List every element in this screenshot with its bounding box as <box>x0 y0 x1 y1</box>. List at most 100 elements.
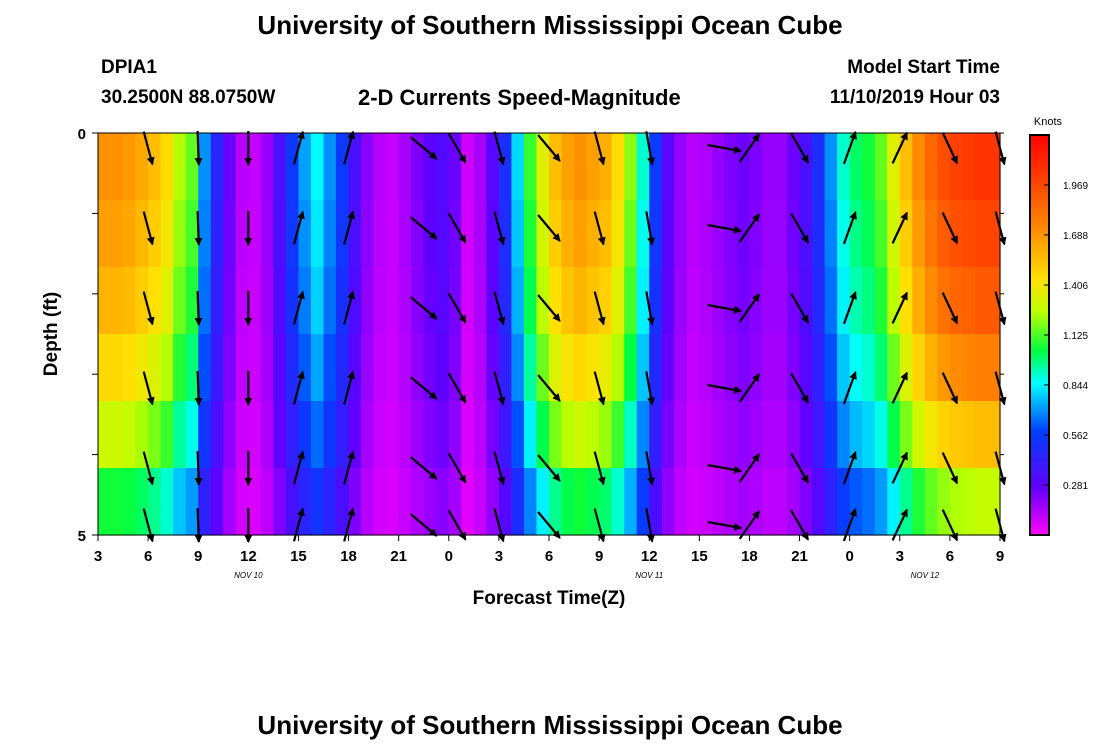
heatmap-cell <box>949 133 964 201</box>
heatmap-cell <box>962 468 976 536</box>
heatmap-cell <box>273 401 287 469</box>
heatmap-cell <box>298 267 312 335</box>
heatmap-cell <box>987 133 1001 201</box>
x-tick-label: 15 <box>691 548 708 565</box>
heatmap-cell <box>423 267 437 335</box>
heatmap-cell <box>824 267 838 335</box>
heatmap-cell <box>812 468 826 536</box>
heatmap-cell <box>123 334 137 402</box>
heatmap-cell <box>774 334 788 402</box>
heatmap-cell <box>148 200 162 268</box>
heatmap-cell <box>160 468 174 536</box>
heatmap-cell <box>361 334 375 402</box>
heatmap-cell <box>724 334 738 402</box>
heatmap-cell <box>423 401 437 469</box>
y-tick-label: 5 <box>78 528 86 545</box>
current-vector <box>447 292 467 324</box>
heatmap-cell <box>862 468 876 536</box>
heatmap-cell <box>674 468 688 536</box>
heatmap-cell <box>486 334 500 402</box>
current-vector <box>738 213 761 243</box>
heatmap-cell <box>661 133 675 201</box>
heatmap-cell <box>373 401 387 469</box>
heatmap-cell <box>536 468 550 536</box>
heatmap-cell <box>123 468 137 536</box>
heatmap-cell <box>223 468 237 536</box>
heatmap-cell <box>561 401 575 469</box>
heatmap-cell <box>260 267 274 335</box>
heatmap-cell <box>962 401 976 469</box>
heatmap-cell <box>661 200 675 268</box>
heatmap-cell <box>486 267 500 335</box>
heatmap-cell <box>824 468 838 536</box>
heatmap-cell <box>912 401 926 469</box>
heatmap-cell <box>448 468 462 536</box>
current-vector <box>842 451 857 485</box>
heatmap-cell <box>260 468 274 536</box>
current-vector <box>645 371 655 406</box>
heatmap-cell <box>361 133 375 201</box>
heatmap-cell <box>398 468 412 536</box>
current-vector <box>409 136 438 160</box>
heatmap-cell <box>148 334 162 402</box>
heatmap-cell <box>361 267 375 335</box>
current-vector <box>292 210 305 245</box>
heatmap-cell <box>774 200 788 268</box>
heatmap-cell <box>523 334 538 402</box>
heatmap-cell <box>398 200 412 268</box>
heatmap-cell <box>837 401 851 469</box>
heatmap-cell <box>749 334 763 402</box>
heatmap-cell <box>887 200 901 268</box>
heatmap-cell <box>423 334 437 402</box>
heatmap-cell <box>448 401 462 469</box>
heatmap-cell <box>849 200 863 268</box>
heatmap-cell <box>549 334 563 402</box>
heatmap-cell <box>724 401 738 469</box>
heatmap-cell <box>373 267 387 335</box>
heatmap-cell <box>273 468 287 536</box>
current-vector <box>194 450 203 486</box>
station-coords: 30.2500N 88.0750W <box>101 87 276 108</box>
heatmap-cell <box>874 200 888 268</box>
heatmap-cell <box>949 334 964 402</box>
heatmap-cell <box>185 334 199 402</box>
heatmap-cell <box>912 267 926 335</box>
heatmap-cell <box>298 468 312 536</box>
heatmap-cell <box>899 267 913 335</box>
heatmap-cell <box>987 468 1001 536</box>
heatmap-cell <box>599 200 613 268</box>
heatmap-cell <box>549 133 563 201</box>
x-tick-label: 9 <box>595 548 603 565</box>
heatmap-cell <box>160 267 174 335</box>
heatmap-cell <box>686 401 700 469</box>
heatmap-cell <box>599 334 613 402</box>
heatmap-cell <box>574 267 588 335</box>
heatmap-cell <box>912 468 926 536</box>
heatmap-cell <box>699 468 713 536</box>
x-tick-label: 3 <box>94 548 102 565</box>
heatmap-cell <box>862 133 876 201</box>
heatmap-cell <box>586 133 600 201</box>
heatmap-cell <box>949 401 964 469</box>
heatmap-cell <box>273 334 287 402</box>
heatmap-cell <box>336 468 350 536</box>
heatmap-cell <box>348 267 362 335</box>
axes: 3 6 9 12 15 18 21 0 3 6 9 12 15 18 21 0 3 6 9 NOV 10 NOV 11 N… <box>78 126 1005 580</box>
heatmap-cell <box>361 401 375 469</box>
heatmap-cell <box>812 133 826 201</box>
heatmap-cell <box>110 267 124 335</box>
heatmap-cell <box>98 133 112 201</box>
colorbar-tick-label: 1.406 <box>1063 281 1088 292</box>
current-vector <box>409 216 438 240</box>
heatmap-cell <box>636 200 650 268</box>
heatmap-cell <box>285 334 300 402</box>
heatmap-cell <box>899 334 913 402</box>
current-vector <box>593 451 606 486</box>
heatmap-cell <box>937 401 951 469</box>
heatmap-cell <box>849 133 863 201</box>
heatmap-cell <box>310 133 325 201</box>
current-vector <box>891 211 908 244</box>
heatmap-cell <box>235 334 249 402</box>
heatmap-cell <box>924 334 938 402</box>
